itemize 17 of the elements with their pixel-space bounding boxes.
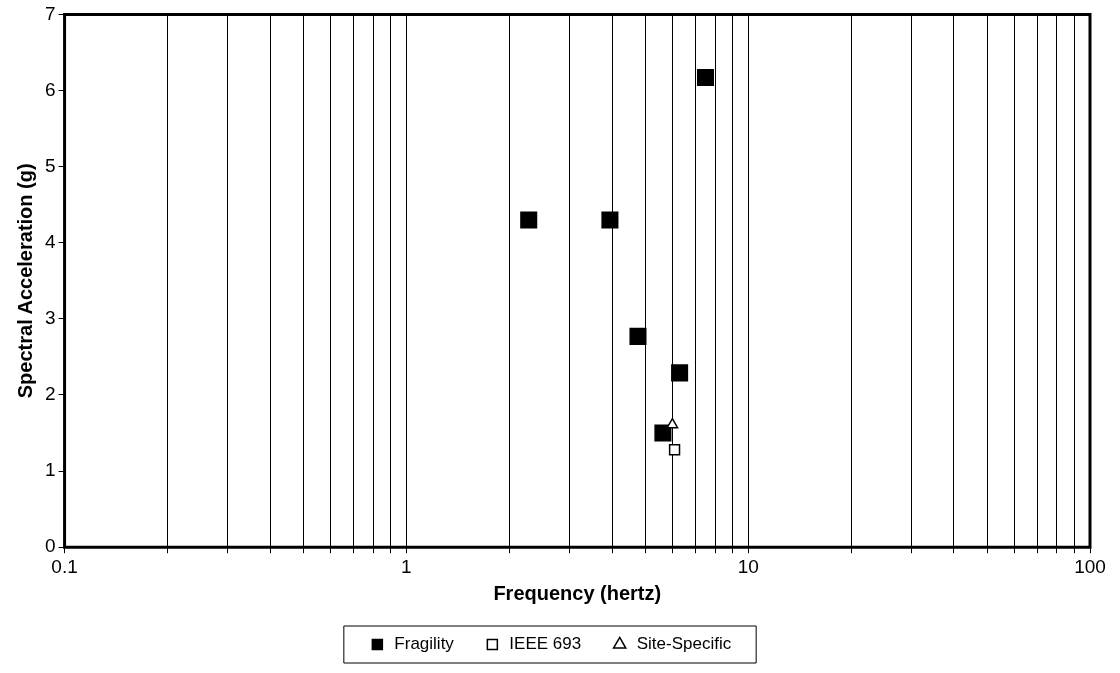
y-tick-label: 7 bbox=[44, 2, 56, 24]
x-tick-label: 10 bbox=[737, 555, 759, 577]
legend-label: IEEE 693 bbox=[509, 634, 582, 654]
y-tick-label: 5 bbox=[44, 154, 56, 176]
legend-label: Fragility bbox=[394, 634, 455, 654]
y-axis-title: Spectral Acceleration (g) bbox=[13, 163, 36, 399]
x-axis-title: Frequency (hertz) bbox=[493, 581, 662, 604]
x-tick-label: 0.1 bbox=[51, 555, 78, 577]
y-tick-label: 4 bbox=[44, 230, 56, 252]
y-tick-label: 6 bbox=[44, 78, 56, 100]
legend-label: Site-Specific bbox=[636, 634, 732, 654]
y-tick-label: 3 bbox=[44, 307, 56, 329]
x-tick-label: 100 bbox=[1074, 555, 1106, 577]
x-tick-label: 1 bbox=[401, 555, 412, 577]
y-tick-label: 0 bbox=[44, 535, 56, 557]
y-tick-label: 2 bbox=[44, 383, 56, 405]
y-tick-label: 1 bbox=[44, 459, 56, 481]
